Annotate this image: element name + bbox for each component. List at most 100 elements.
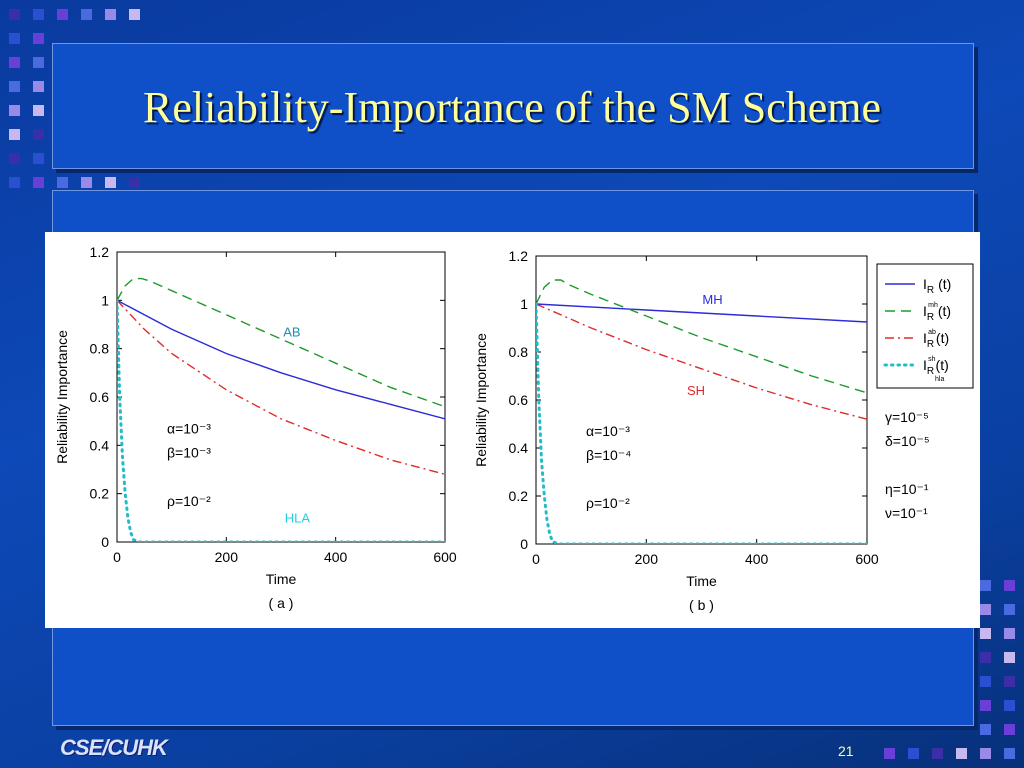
decorative-square [33, 81, 44, 92]
decorative-square [9, 9, 20, 20]
legend: IR (t) IRmh(t) IRab(t) IRsh(t)hla [876, 263, 974, 389]
decorative-square [9, 33, 20, 44]
parameter-label: δ=10⁻⁵ [885, 433, 930, 449]
decorative-square [105, 177, 116, 188]
decorative-square [980, 748, 991, 759]
decorative-square [33, 105, 44, 116]
chart-caption: ( b ) [689, 597, 714, 613]
decorative-square [33, 9, 44, 20]
series-line-dashdot [536, 303, 867, 420]
parameter-label: ρ=10⁻² [586, 495, 630, 511]
decorative-square [980, 700, 991, 711]
parameter-label: β=10⁻³ [167, 444, 211, 460]
parameter-label: γ=10⁻⁵ [885, 409, 929, 425]
figure-svg: 0 0.2 0.4 0.6 0.8 1 1.2 0 200 400 600 Time Reliabili… [54, 244, 974, 613]
parameter-label: α=10⁻³ [586, 423, 630, 439]
decorative-square [33, 33, 44, 44]
decorative-square [9, 105, 20, 116]
decorative-square [33, 57, 44, 68]
series-line-dashed [536, 279, 867, 394]
decorative-square [1004, 676, 1015, 687]
y-tick-label: 0.8 [90, 341, 110, 357]
y-tick-label: 0.4 [90, 437, 110, 453]
chart-caption: ( a ) [269, 595, 294, 611]
y-tick-label: 0 [101, 534, 109, 550]
parameter-label: ρ=10⁻² [167, 493, 211, 509]
legend-label: IRmh(t) [923, 302, 951, 323]
y-axis-label: Reliability Importance [473, 333, 489, 467]
decorative-square [1004, 628, 1015, 639]
extra-parameters: γ=10⁻⁵ δ=10⁻⁵ η=10⁻¹ ν=10⁻¹ [885, 409, 930, 521]
x-tick-label: 400 [745, 551, 769, 567]
decorative-square [33, 129, 44, 140]
decorative-square [884, 748, 895, 759]
curve-label: MH [702, 292, 722, 307]
parameter-label: η=10⁻¹ [885, 481, 929, 497]
x-tick-label: 400 [324, 549, 348, 565]
decorative-square [980, 652, 991, 663]
decorative-square [57, 177, 68, 188]
legend-subscript: hla [935, 376, 944, 383]
title-panel [52, 43, 974, 169]
decorative-square [1004, 652, 1015, 663]
decorative-square [1004, 724, 1015, 735]
decorative-square [81, 9, 92, 20]
y-tick-label: 1 [520, 296, 528, 312]
x-axis-label: Time [686, 573, 717, 589]
series-line-dotted [117, 298, 445, 542]
decorative-square [980, 724, 991, 735]
y-tick-label: 0.2 [509, 488, 529, 504]
decorative-square [105, 9, 116, 20]
slide-title: Reliability-Importance of the SM Scheme [142, 83, 882, 132]
parameter-label: ν=10⁻¹ [885, 505, 928, 521]
y-tick-label: 0.8 [509, 344, 529, 360]
parameter-label: α=10⁻³ [167, 420, 211, 436]
y-tick-label: 1 [101, 292, 109, 308]
decorative-square [1004, 580, 1015, 591]
legend-label: IRab(t) [923, 329, 949, 350]
decorative-square [980, 628, 991, 639]
y-tick-label: 0 [520, 536, 528, 552]
curve-label: SH [687, 383, 705, 398]
chart-a: 0 0.2 0.4 0.6 0.8 1 1.2 0 200 400 600 Time Reliabili… [54, 244, 457, 611]
decorative-square [980, 604, 991, 615]
x-tick-label: 600 [855, 551, 879, 567]
decorative-square [9, 153, 20, 164]
x-tick-label: 200 [635, 551, 659, 567]
x-tick-label: 0 [113, 549, 121, 565]
decorative-square [1004, 748, 1015, 759]
decorative-square [57, 9, 68, 20]
decorative-square [33, 153, 44, 164]
decorative-square [129, 9, 140, 20]
series-line-dashdot [117, 299, 445, 475]
chart-b: 0 0.2 0.4 0.6 0.8 1 1.2 0 200 400 600 Time Reliabili… [473, 248, 879, 613]
decorative-square [1004, 700, 1015, 711]
x-tick-label: 200 [215, 549, 239, 565]
y-axis-label: Reliability Importance [54, 330, 70, 464]
y-tick-label: 0.6 [509, 392, 529, 408]
x-tick-label: 600 [433, 549, 457, 565]
series-line-dotted [536, 302, 867, 544]
page-number: 21 [838, 743, 854, 759]
legend-label: IR (t) [923, 276, 951, 296]
curve-label: HLA [285, 511, 311, 526]
decorative-square [33, 177, 44, 188]
decorative-square [980, 580, 991, 591]
footer-logo: CSE/CUHK [60, 735, 168, 760]
figure-panel: 0 0.2 0.4 0.6 0.8 1 1.2 0 200 400 600 Time Reliabili… [45, 232, 980, 628]
y-tick-label: 0.4 [509, 440, 529, 456]
y-tick-label: 0.2 [90, 486, 110, 502]
decorative-square [956, 748, 967, 759]
y-tick-label: 1.2 [509, 248, 529, 264]
decorative-square [932, 748, 943, 759]
decorative-square [9, 81, 20, 92]
x-tick-label: 0 [532, 551, 540, 567]
decorative-square [129, 177, 140, 188]
series-line-dashed [117, 277, 445, 408]
decorative-square [9, 57, 20, 68]
y-tick-label: 0.6 [90, 389, 110, 405]
series-line-solid [536, 303, 867, 323]
y-tick-label: 1.2 [90, 244, 110, 260]
series-line-solid [117, 299, 445, 420]
decorative-square [980, 676, 991, 687]
